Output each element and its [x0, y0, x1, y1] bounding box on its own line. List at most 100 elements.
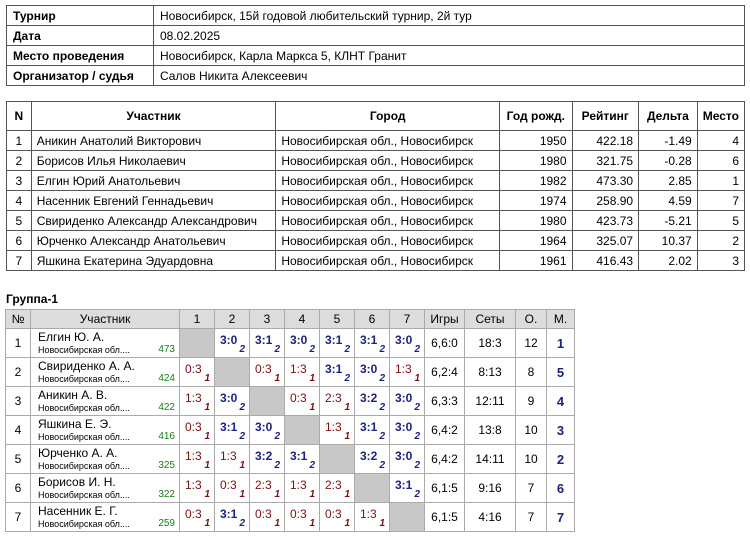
participants-header: Год рожд.: [499, 101, 573, 131]
participant-cell: Насенник Евгений Геннадьевич: [30, 190, 277, 211]
match-result-cell[interactable]: 2:3 1: [319, 473, 355, 503]
match-result-cell[interactable]: 1:3 1: [319, 415, 355, 445]
match-points: 1: [309, 518, 315, 529]
match-result-cell[interactable]: 3:2 2: [354, 444, 390, 474]
match-result-cell[interactable]: 3:0 2: [284, 328, 320, 358]
place-cell: 6: [546, 473, 575, 503]
match-result-cell[interactable]: 1:3 1: [389, 357, 425, 387]
match-points: 1: [309, 402, 315, 413]
match-score: 3:2: [360, 449, 378, 463]
match-result-cell[interactable]: 1:3 1: [284, 357, 320, 387]
player-rating: 424: [158, 373, 175, 384]
match-result-cell[interactable]: 2:3 1: [319, 386, 355, 416]
match-points: 2: [274, 460, 280, 471]
match-points: 1: [379, 518, 385, 529]
match-result-cell[interactable]: 1:3 1: [179, 386, 215, 416]
match-result-cell[interactable]: 3:0 2: [249, 415, 285, 445]
participants-header: Рейтинг: [571, 101, 640, 131]
group-player-cell[interactable]: Яшкина Е. Э. Новосибирская обл.... 416: [30, 415, 180, 445]
participant-cell: 1980: [499, 150, 573, 171]
group-row: 5 Юрченко А. А. Новосибирская обл.... 325 1:…: [5, 444, 575, 474]
group-header: Участник: [30, 309, 180, 329]
match-result-cell[interactable]: 3:0 2: [389, 415, 425, 445]
match-result-cell[interactable]: 1:3 1: [214, 444, 250, 474]
match-result-cell[interactable]: 1:3 1: [354, 502, 390, 532]
participant-cell: 4: [6, 190, 32, 211]
match-score: 3:2: [255, 449, 273, 463]
match-points: 2: [414, 489, 420, 500]
match-points: 1: [309, 373, 315, 384]
participant-cell: Новосибирская обл., Новосибирск: [275, 130, 501, 151]
participant-cell: Новосибирская обл., Новосибирск: [275, 230, 501, 251]
match-result-cell[interactable]: 3:0 2: [354, 357, 390, 387]
match-result-cell[interactable]: 3:1 2: [319, 328, 355, 358]
match-result-cell[interactable]: 3:0 2: [389, 386, 425, 416]
group-row-number: 5: [5, 444, 31, 474]
group-player-cell[interactable]: Свириденко А. А. Новосибирская обл.... 424: [30, 357, 180, 387]
match-points: 1: [344, 431, 350, 442]
diagonal-cell: [214, 357, 250, 387]
group-player-cell[interactable]: Аникин А. В. Новосибирская обл.... 422: [30, 386, 180, 416]
group-row: 2 Свириденко А. А. Новосибирская обл.... 42…: [5, 357, 575, 387]
participant-cell: 1964: [499, 230, 573, 251]
match-result-cell[interactable]: 3:0 2: [214, 386, 250, 416]
player-name: Юрченко А. А.: [38, 446, 118, 460]
match-result-cell[interactable]: 3:1 2: [284, 444, 320, 474]
match-result-cell[interactable]: 3:1 2: [214, 502, 250, 532]
match-points: 1: [344, 489, 350, 500]
match-points: 1: [309, 489, 315, 500]
player-rating: 325: [158, 460, 175, 471]
match-result-cell[interactable]: 3:0 2: [389, 444, 425, 474]
group-player-cell[interactable]: Борисов И. Н. Новосибирская обл.... 322: [30, 473, 180, 503]
participant-cell: Новосибирская обл., Новосибирск: [275, 150, 501, 171]
sets-cell: 12:11: [464, 386, 516, 416]
group-player-cell[interactable]: Насенник Е. Г. Новосибирская обл.... 259: [30, 502, 180, 532]
match-result-cell[interactable]: 1:3 1: [179, 473, 215, 503]
match-result-cell[interactable]: 0:3 1: [284, 502, 320, 532]
match-result-cell[interactable]: 3:0 2: [214, 328, 250, 358]
match-result-cell[interactable]: 3:1 2: [319, 357, 355, 387]
match-result-cell[interactable]: 3:2 2: [354, 386, 390, 416]
match-result-cell[interactable]: 3:1 2: [389, 473, 425, 503]
participants-header: Место: [696, 101, 746, 131]
participant-cell: 4: [696, 130, 746, 151]
match-result-cell[interactable]: 1:3 1: [179, 444, 215, 474]
match-points: 2: [379, 460, 385, 471]
match-result-cell[interactable]: 0:3 1: [179, 357, 215, 387]
match-result-cell[interactable]: 0:3 1: [179, 415, 215, 445]
sets-cell: 4:16: [464, 502, 516, 532]
match-score: 1:3: [395, 362, 412, 376]
participant-cell: Аникин Анатолий Викторович: [30, 130, 277, 151]
group-crosstable: № Участник 1 2 3 4 5 6 7 Игры Сеты О. М. 1 Елгин Ю. А…: [5, 309, 575, 532]
match-result-cell[interactable]: 2:3 1: [249, 473, 285, 503]
participant-cell: -1.49: [638, 130, 698, 151]
participants-header: N: [6, 101, 32, 131]
tournament-info-table: Турнир Новосибирск, 15й годовой любительс…: [6, 5, 745, 86]
match-result-cell[interactable]: 0:3 1: [179, 502, 215, 532]
match-result-cell[interactable]: 0:3 1: [249, 357, 285, 387]
participant-cell: 5: [6, 210, 32, 231]
match-result-cell[interactable]: 3:0 2: [389, 328, 425, 358]
match-score: 1:3: [290, 362, 307, 376]
match-score: 1:3: [290, 478, 307, 492]
info-value: Новосибирск, 15й годовой любительский ту…: [153, 5, 745, 26]
info-label: Место проведения: [6, 45, 154, 66]
match-result-cell[interactable]: 0:3 1: [284, 386, 320, 416]
group-player-cell[interactable]: Юрченко А. А. Новосибирская обл.... 325: [30, 444, 180, 474]
participants-header: Город: [275, 101, 501, 131]
participant-cell: Новосибирская обл., Новосибирск: [275, 170, 501, 191]
participant-cell: 1961: [499, 250, 573, 271]
match-result-cell[interactable]: 3:2 2: [249, 444, 285, 474]
match-result-cell[interactable]: 3:1 2: [214, 415, 250, 445]
match-result-cell[interactable]: 0:3 1: [319, 502, 355, 532]
match-result-cell[interactable]: 3:1 2: [249, 328, 285, 358]
match-result-cell[interactable]: 1:3 1: [284, 473, 320, 503]
match-result-cell[interactable]: 0:3 1: [214, 473, 250, 503]
match-score: 2:3: [325, 478, 342, 492]
group-header: 6: [354, 309, 390, 329]
participant-cell: Елгин Юрий Анатольевич: [30, 170, 277, 191]
match-result-cell[interactable]: 0:3 1: [249, 502, 285, 532]
match-result-cell[interactable]: 3:1 2: [354, 415, 390, 445]
match-result-cell[interactable]: 3:1 2: [354, 328, 390, 358]
group-player-cell[interactable]: Елгин Ю. А. Новосибирская обл.... 473: [30, 328, 180, 358]
